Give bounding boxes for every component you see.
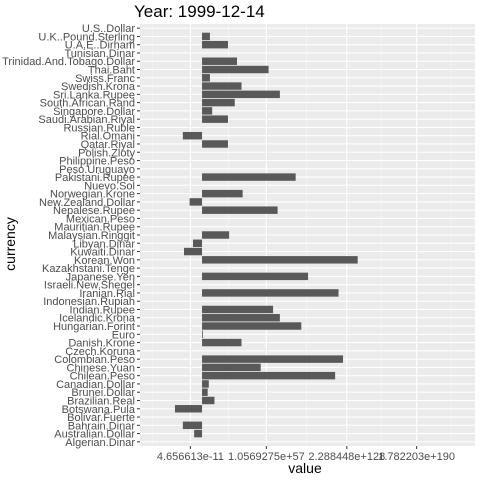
y-tick-label: Philippine.Peso: [59, 156, 135, 168]
bar-nepalese-rupee: [202, 206, 278, 214]
y-tick-label: South.African.Rand: [40, 98, 135, 110]
bar-bahrain-dinar: [182, 421, 203, 430]
y-tick-label: Nepalese.Rupee: [53, 205, 135, 217]
y-tick-label: Israeli.New.Shegel: [44, 280, 135, 292]
bar-korean-won: [202, 256, 358, 264]
y-tick-label: Peso.Uruguayo: [59, 164, 135, 176]
y-tick-label: Indian.Rupee: [70, 304, 135, 316]
y-tick-label: Chinese.Yuan: [67, 362, 136, 374]
bar-norwegian-krone: [202, 189, 243, 198]
y-tick-label: Czech.Koruna: [65, 346, 136, 358]
bar-hungarian-forint: [202, 322, 302, 330]
y-tick-label: Colombian.Peso: [54, 354, 135, 366]
x-tick-label: 1.782203e+190: [378, 451, 455, 463]
bar-euro: [202, 330, 203, 339]
y-tick-label: Rial.Omani: [81, 131, 135, 143]
bar-canadian-dollar: [202, 380, 209, 388]
x-tick-label: 2.288448e+128: [308, 451, 385, 463]
bar-indian-rupee: [202, 305, 274, 314]
y-tick-label: Mexican.Peso: [66, 213, 135, 225]
y-tick-label: Saudi.Arabian.Riyal: [38, 114, 135, 126]
y-tick-label: Bolivar.Fuerte: [67, 412, 135, 424]
y-tick-label: Sri.Lanka.Rupee: [53, 89, 135, 101]
y-tick-label: Swiss.Franc: [75, 73, 135, 85]
y-tick-label: Russian.Ruble: [63, 122, 135, 134]
grid-layer: [140, 24, 475, 446]
y-tick-label: Japanese.Yen: [66, 271, 135, 283]
y-axis-ticks: Algerian.DinarAustralian.DollarBahrain.D…: [2, 23, 140, 449]
y-tick-label: Canadian.Dollar: [56, 379, 135, 391]
bar-botswana-pula: [174, 405, 203, 413]
bar-icelandic-krona: [202, 314, 280, 322]
chart-title: Year: 1999-12-14: [134, 2, 265, 21]
y-tick-label: Swedish.Krona: [61, 81, 136, 93]
bar-colombian-peso: [202, 355, 344, 363]
bar-south-african-rand: [202, 98, 235, 107]
x-axis-ticks: 4.656613e-11 1.0569275e+57 2.288448e+1281.…: [157, 446, 455, 463]
x-axis-title: value: [288, 460, 322, 476]
bar-kuwaiti-dinar: [183, 247, 203, 256]
bar-chinese-yuan: [202, 363, 261, 372]
bar-brazilian-real: [202, 396, 215, 405]
bar-pakistani-rupee: [202, 173, 296, 181]
y-tick-label: Icelandic.Krona: [59, 313, 136, 325]
bar-malaysian-ringgit: [202, 231, 230, 239]
bar-trinidad-and-tobago-dollar: [202, 57, 238, 65]
bar-sri-lanka-rupee: [202, 90, 280, 99]
y-axis-title: currency: [2, 217, 18, 271]
bar-singapore-dollar: [202, 107, 213, 115]
bar-rial-omani: [182, 131, 203, 140]
y-tick-label: Mauritian.Rupee: [54, 222, 135, 234]
y-tick-label: Brazilian.Real: [67, 395, 135, 407]
y-tick-label: U.S..Dollar: [82, 23, 136, 35]
y-tick-label: Nuevo.Sol: [84, 180, 135, 192]
y-tick-label: Malaysian.Ringgit: [48, 230, 135, 242]
y-tick-label: Kuwaiti.Dinar: [70, 247, 135, 259]
y-tick-label: Algerian.Dinar: [65, 437, 135, 449]
y-tick-label: Indonesian.Rupiah: [43, 296, 135, 308]
bar-iranian-rial: [202, 289, 339, 297]
bar-new-zealand-dollar: [189, 198, 203, 206]
y-tick-label: Brunei.Dollar: [71, 387, 135, 399]
bar-swedish-krona: [202, 82, 242, 90]
y-tick-label: Tunisian.Dinar: [64, 48, 135, 60]
y-tick-label: New.Zealand.Dollar: [39, 197, 135, 209]
y-tick-label: U.A.E..Dirham: [65, 40, 135, 52]
y-tick-label: Trinidad.And.Tobago.Dollar: [2, 56, 135, 68]
bar-brunei-dollar: [202, 388, 208, 396]
y-tick-label: Chilean.Peso: [70, 371, 135, 383]
x-tick-label: 1.0569275e+57: [228, 451, 305, 463]
y-tick-label: Thai.Baht: [88, 65, 135, 77]
y-tick-label: Norwegian.Krone: [50, 189, 135, 201]
y-tick-label: Singapore.Dollar: [53, 106, 135, 118]
y-tick-label: Iranian.Rial: [79, 288, 135, 300]
y-tick-label: Euro: [112, 329, 135, 341]
y-tick-label: Kazakhstani.Tenge: [42, 263, 135, 275]
bar-australian-dollar: [194, 429, 203, 438]
x-tick-label: 4.656613e-11: [157, 451, 224, 463]
bar-layer: [174, 32, 358, 438]
bar-libyan-dinar: [193, 239, 203, 247]
bar-swiss-franc: [202, 74, 210, 82]
y-tick-label: Korean.Won: [74, 255, 135, 267]
bar-u-k-pound-sterling: [202, 32, 210, 41]
y-tick-label: Australian.Dollar: [54, 429, 135, 441]
y-tick-label: Qatar.Riyal: [81, 139, 135, 151]
bar-thai-baht: [202, 65, 269, 74]
bar-japanese-yen: [202, 272, 309, 281]
bar-saudi-arabian-riyal: [202, 115, 228, 123]
bar-qatar-riyal: [202, 140, 228, 148]
y-tick-label: U.K..Pound.Sterling: [38, 31, 135, 43]
y-tick-label: Libyan.Dinar: [73, 238, 135, 250]
y-tick-label: Hungarian.Forint: [53, 321, 135, 333]
y-tick-label: Pakistani.Rupee: [55, 172, 135, 184]
bar-chilean-peso: [202, 371, 336, 380]
bar-danish-krone: [202, 338, 242, 347]
y-tick-label: Bahrain.Dinar: [68, 420, 136, 432]
y-tick-label: Danish.Krone: [68, 338, 135, 350]
y-tick-label: Botswana.Pula: [62, 404, 136, 416]
bar-u-a-e-dirham: [202, 40, 228, 49]
y-tick-label: Polish.Zloty: [78, 147, 135, 159]
